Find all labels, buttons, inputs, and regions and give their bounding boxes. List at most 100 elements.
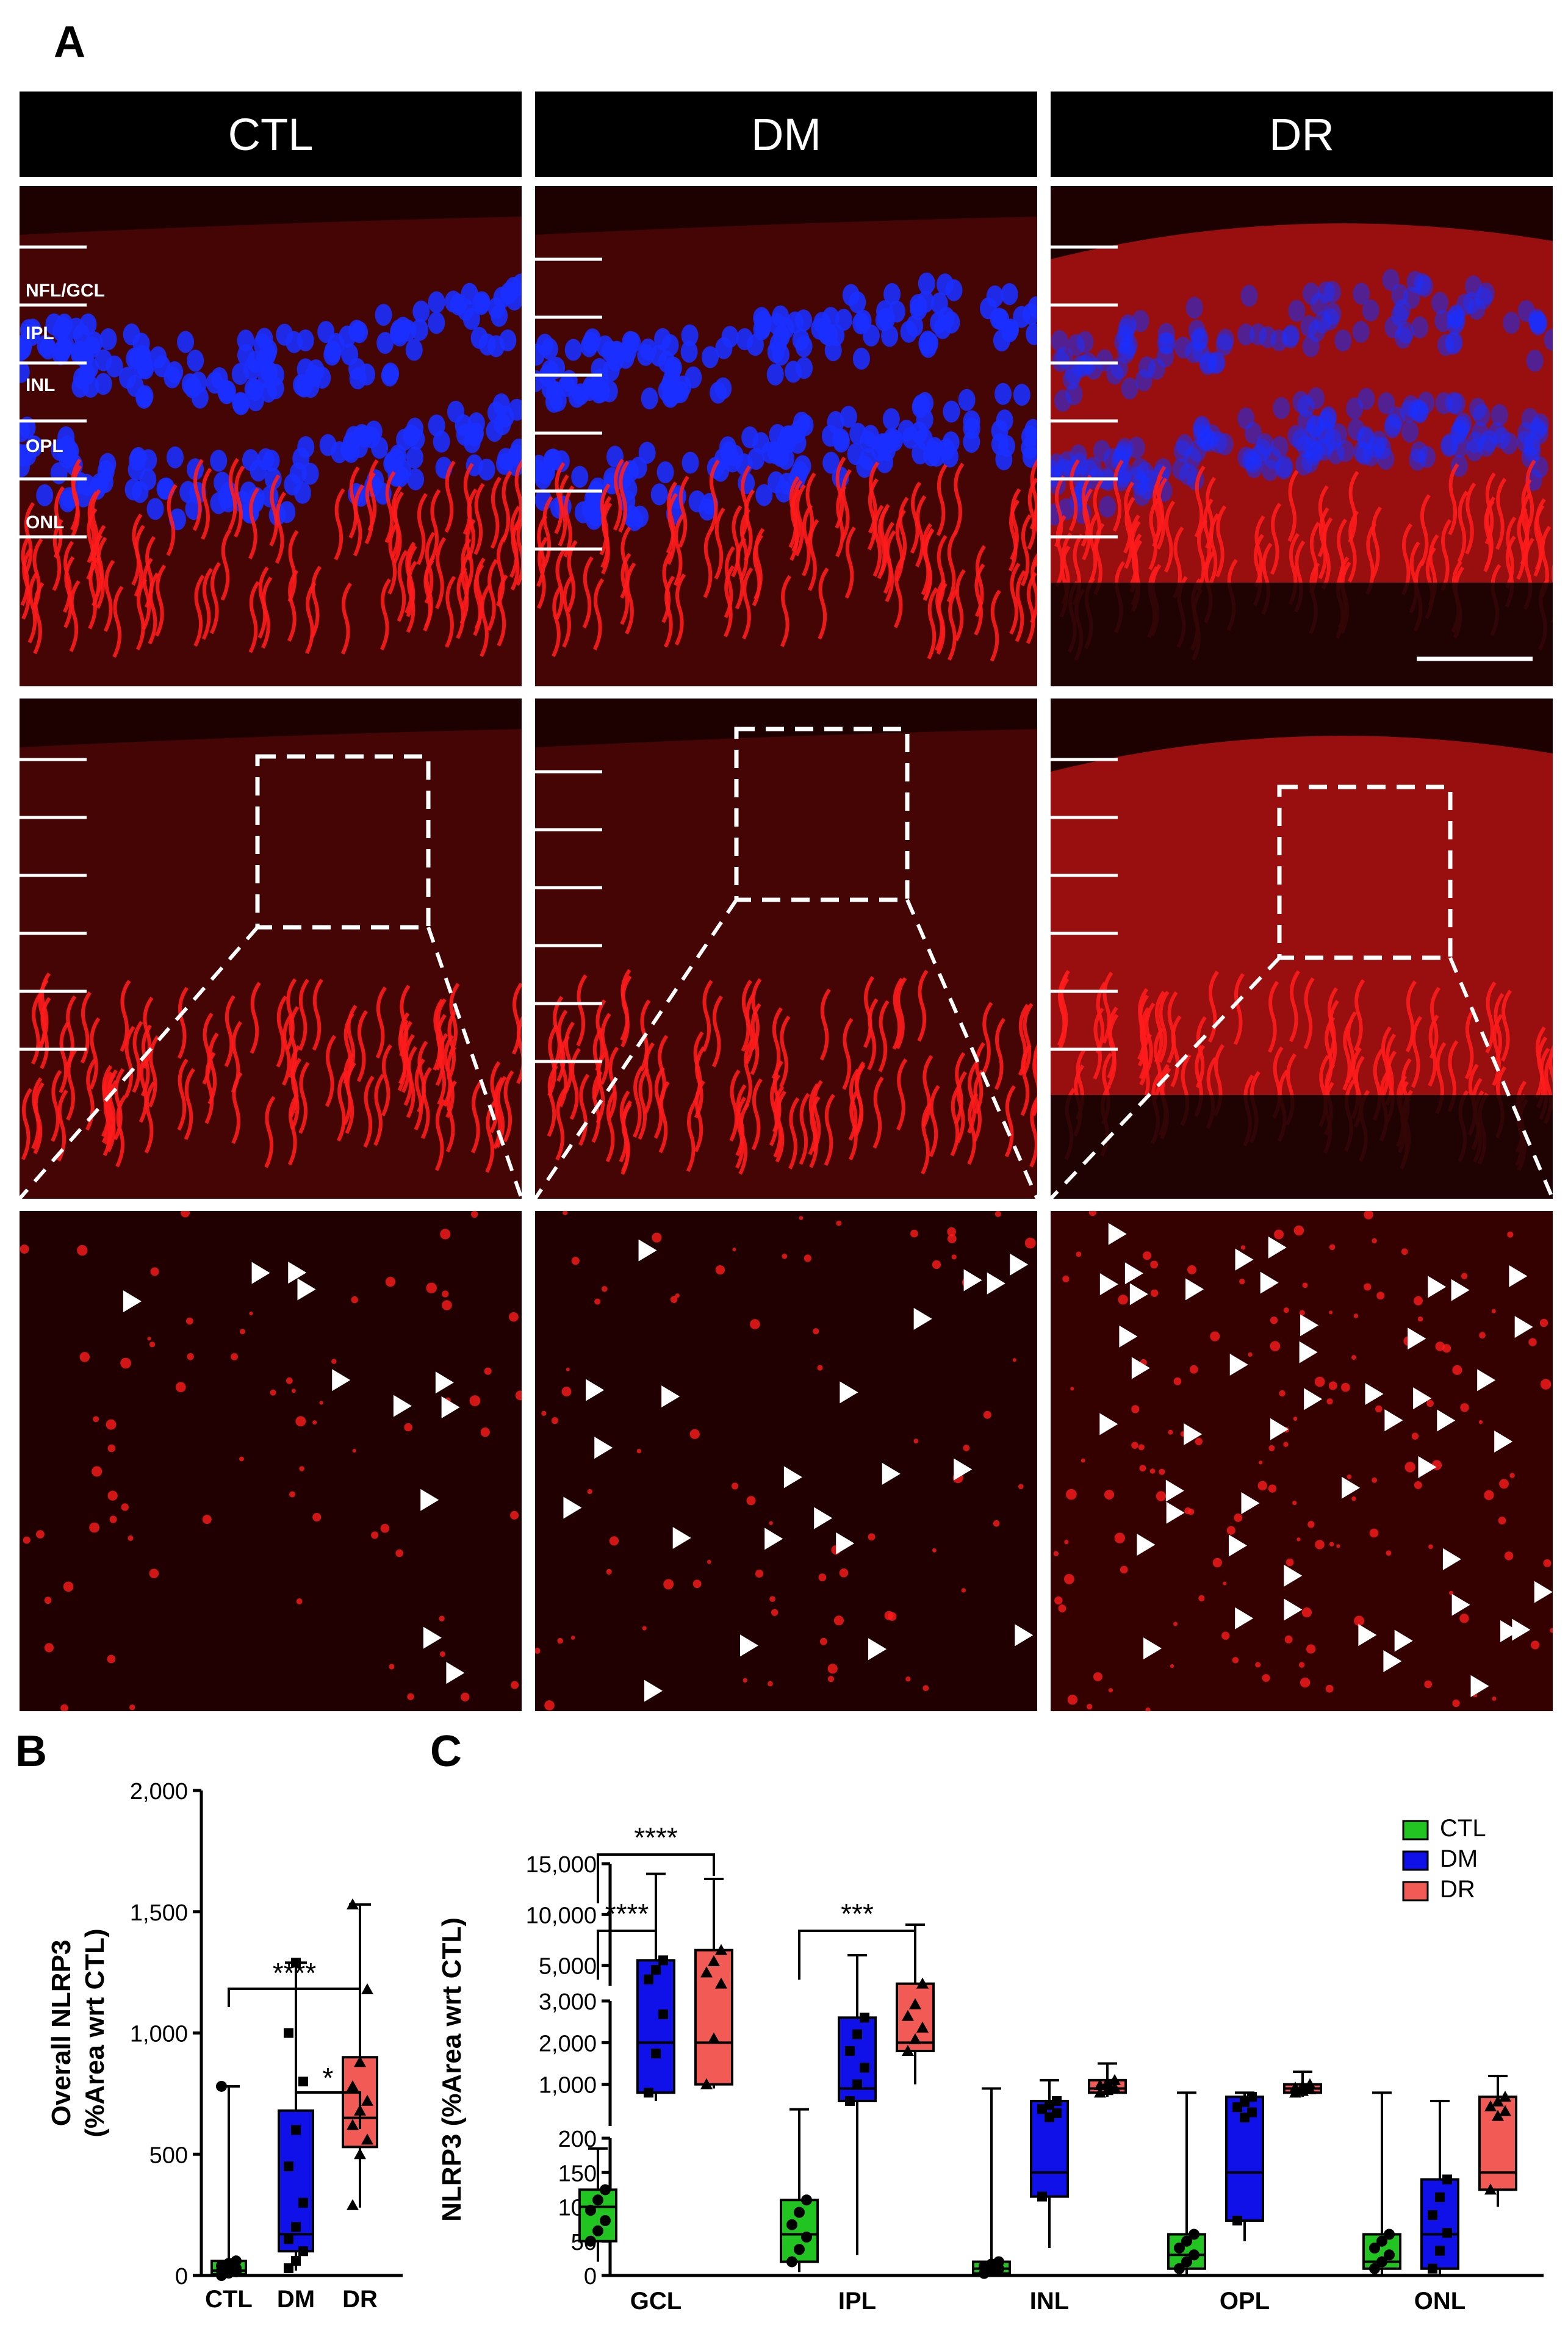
nlrp3-punctum [109, 1515, 117, 1523]
photoreceptor-segment [703, 526, 714, 598]
arrowhead-marker [1235, 1607, 1254, 1629]
nlrp3-punctum [1063, 1574, 1074, 1584]
nlrp3-punctum [1012, 1358, 1016, 1362]
arrowhead-marker [987, 1272, 1005, 1295]
nucleus [661, 334, 679, 356]
arrowhead-marker [1413, 1387, 1432, 1410]
panel-label-a: A [54, 18, 85, 66]
nucleus [1076, 331, 1094, 353]
nucleus [246, 389, 264, 412]
nucleus [20, 334, 32, 357]
nucleus [153, 355, 171, 378]
nucleus [1411, 400, 1429, 423]
nucleus [1480, 429, 1498, 452]
photoreceptor-segment [1004, 1085, 1016, 1157]
arrowhead-marker [1408, 1327, 1426, 1350]
significance-label: * [323, 2062, 334, 2094]
nucleus [340, 438, 358, 461]
nlrp3-punctum [120, 1357, 131, 1369]
layer-label-opl: OPL [26, 436, 63, 456]
photoreceptor-segment [739, 508, 750, 581]
nucleus [99, 328, 117, 351]
nucleus [1307, 320, 1325, 342]
nucleus [1307, 387, 1325, 409]
nlrp3-punctum [1018, 1484, 1024, 1489]
nucleus [1391, 284, 1409, 306]
nucleus [497, 405, 514, 428]
zoom-connector-right [1448, 957, 1553, 1199]
column-header-dm: DM [535, 92, 1037, 177]
nucleus [822, 451, 840, 474]
photoreceptor-segment [1215, 505, 1227, 578]
nucleus [262, 450, 280, 472]
y-axis-label-line2: (%Area wrt CTL) [80, 1928, 110, 2137]
photoreceptor-segment [511, 982, 522, 1055]
nucleus [210, 367, 228, 389]
x-tick-label: IPL [838, 2288, 876, 2315]
photoreceptor-segment [435, 537, 447, 609]
arrowhead-marker [1284, 1598, 1303, 1621]
nlrp3-punctum [1150, 1260, 1159, 1269]
nlrp3-punctum [1257, 1481, 1267, 1491]
nucleus [284, 473, 301, 496]
nlrp3-punctum [1301, 1607, 1312, 1618]
nlrp3-punctum [1131, 1405, 1140, 1413]
nucleus [888, 300, 905, 323]
data-point [644, 1974, 653, 1984]
photoreceptor-segment [818, 567, 829, 640]
nlrp3-punctum [121, 1503, 129, 1511]
nlrp3-punctum [1347, 1474, 1352, 1479]
nucleus [1054, 389, 1072, 412]
photoreceptor-segment [731, 505, 743, 578]
arrowhead-marker [251, 1262, 270, 1284]
nlrp3-punctum [1364, 1211, 1373, 1219]
nlrp3-punctum [1054, 1596, 1063, 1605]
nlrp3-punctum [249, 1312, 253, 1316]
nlrp3-punctum [819, 1637, 827, 1645]
micrograph-ctl-row3 [20, 1211, 522, 1711]
nucleus [564, 339, 582, 361]
nlrp3-punctum [175, 1382, 186, 1393]
arrowhead-marker [586, 1379, 605, 1401]
arrowhead-marker [1229, 1353, 1248, 1376]
photoreceptor-segment [381, 1044, 392, 1116]
nlrp3-punctum [566, 1367, 570, 1371]
nlrp3-punctum [289, 1491, 296, 1498]
nucleus [1287, 425, 1305, 447]
data-point [600, 2184, 611, 2196]
nucleus [1059, 451, 1076, 473]
photoreceptor-segment [1158, 991, 1170, 1063]
legend-swatch-dm [1402, 1850, 1429, 1871]
arrowhead-marker [836, 1532, 855, 1554]
nucleus [57, 334, 74, 356]
arrowhead-marker [882, 1462, 901, 1485]
y-tick-label: 1,000 [130, 2022, 188, 2047]
nucleus [411, 318, 428, 341]
nlrp3-punctum [771, 1609, 779, 1616]
photoreceptor-segment [142, 558, 153, 630]
data-point [902, 2010, 914, 2021]
photoreceptor-segment [1156, 477, 1168, 550]
nlrp3-punctum [1504, 1551, 1514, 1561]
arrowhead-marker [1365, 1383, 1384, 1406]
photoreceptor-segment [192, 459, 204, 531]
nlrp3-punctum [299, 1466, 304, 1471]
nucleus [1026, 323, 1037, 345]
arrowhead-marker [1165, 1479, 1184, 1502]
nlrp3-punctum [1372, 1238, 1377, 1244]
photoreceptor-segment [250, 982, 261, 1054]
nucleus [267, 377, 284, 400]
photoreceptor-segment [264, 1096, 276, 1168]
data-point [1247, 2092, 1257, 2102]
photoreceptor-segment [1029, 458, 1037, 530]
nucleus [136, 355, 154, 378]
data-point [860, 2063, 869, 2073]
photoreceptor-segment [516, 1016, 522, 1085]
layer-label-ipl: IPL [26, 323, 54, 343]
nucleus [1330, 423, 1348, 446]
photoreceptor-segment [287, 530, 299, 602]
nlrp3-punctum [947, 1227, 956, 1237]
data-point [715, 1977, 727, 1989]
nlrp3-punctum [1024, 1237, 1036, 1249]
photoreceptor-segment [69, 580, 81, 652]
